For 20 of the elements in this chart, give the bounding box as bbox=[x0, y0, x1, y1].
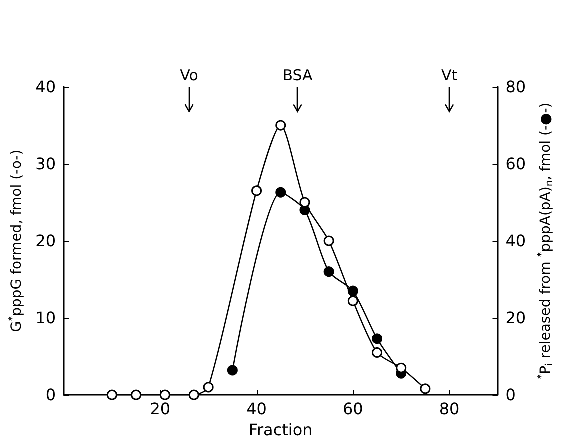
y-tick-label: 30 bbox=[36, 154, 56, 174]
ref-line-label: Vt bbox=[441, 66, 458, 84]
y2-tick-label: 0 bbox=[506, 386, 516, 405]
y2-tick-label: 40 bbox=[506, 232, 526, 251]
y2-tick-label: 60 bbox=[506, 154, 526, 174]
y2-axis-title: *Pi released from *pppA(pA)n, fmol (-●-) bbox=[536, 102, 556, 380]
x-tick-label: 40 bbox=[246, 400, 267, 419]
y2-tick-label: 80 bbox=[506, 78, 526, 96]
y-tick-label: 0 bbox=[46, 386, 56, 405]
y2-tick-label: 20 bbox=[506, 308, 526, 328]
ref-line-label: Vo bbox=[180, 66, 198, 84]
x-axis-title: Fraction bbox=[248, 420, 313, 440]
y-tick-label: 20 bbox=[36, 232, 56, 251]
y-tick-label: 10 bbox=[36, 308, 56, 328]
x-tick-label: 60 bbox=[342, 400, 364, 419]
x-tick-label: 20 bbox=[150, 400, 171, 419]
x-tick-label: 80 bbox=[439, 400, 460, 419]
y-tick-label: 40 bbox=[36, 78, 56, 96]
y-axis-title: G*pppG formed, fmol (-o-) bbox=[8, 150, 25, 332]
ref-line-label: BSA bbox=[282, 66, 314, 84]
